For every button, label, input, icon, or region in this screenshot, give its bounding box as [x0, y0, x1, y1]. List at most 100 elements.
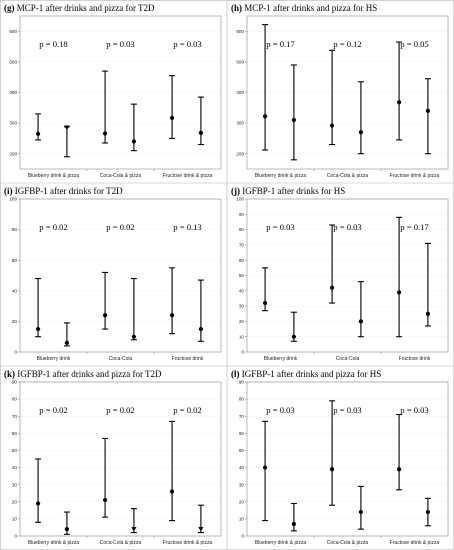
y-tick-label: 30	[12, 482, 18, 487]
category-label: Coca-Cola & pizza	[100, 540, 142, 546]
category-label: Blueberry drink	[37, 356, 71, 362]
plot-frame	[246, 15, 449, 170]
panel-letter: (l)	[231, 369, 240, 379]
mean-marker	[35, 131, 41, 136]
mean-marker	[35, 501, 41, 506]
y-tick-label: 70	[239, 243, 245, 248]
y-tick-label: 10	[239, 516, 245, 521]
y-tick-label: 50	[239, 273, 245, 278]
panel-i: (i) IGFBP-1 after drinks for T2D 0 20 40 60 8…	[4, 186, 222, 362]
mean-marker	[198, 326, 203, 332]
y-tick-label: 90	[239, 212, 245, 217]
mean-marker	[35, 326, 41, 332]
y-tick-label: 0	[14, 350, 17, 355]
y-tick-label: 0	[14, 534, 17, 539]
panel-letter: (k)	[4, 369, 15, 379]
panel-title-text: IGFBP-1 after drinks and pizza for HS	[240, 369, 382, 379]
y-tick-label: 60	[239, 431, 245, 436]
mean-marker	[198, 526, 204, 532]
y-tick-label: 60	[239, 258, 245, 263]
y-tick-label: 100	[9, 197, 17, 202]
category-label: Coca-Cola & pizza	[327, 173, 369, 179]
panel-title-text: IGFBP-1 after drinks for HS	[240, 186, 345, 196]
mean-marker	[358, 319, 363, 324]
mean-marker	[396, 290, 402, 295]
panel-letter: (j)	[231, 186, 240, 196]
y-tick-label: 0	[241, 350, 244, 355]
mean-marker	[358, 130, 363, 135]
plot-frame	[19, 198, 222, 353]
y-tick-label: 500	[9, 60, 17, 65]
y-tick-label: 400	[236, 90, 244, 95]
mean-marker	[358, 509, 363, 515]
mean-marker	[291, 117, 296, 123]
mean-marker	[425, 108, 430, 113]
mean-marker	[102, 131, 108, 136]
y-tick-label: 50	[239, 448, 245, 453]
y-tick-label: 500	[236, 60, 244, 65]
p-value-label: p = 0.13	[173, 222, 201, 232]
panel-title: (g) MCP-1 after drinks and pizza for T2D	[4, 3, 155, 13]
y-tick-label: 300	[236, 121, 244, 126]
panel-title-text: IGFBP-1 after drinks for T2D	[13, 186, 124, 196]
panel-h: (h) MCP-1 after drinks and pizza for HS 2…	[231, 3, 449, 179]
category-label: Coca-Cola & pizza	[100, 173, 142, 179]
y-tick-label: 10	[12, 516, 18, 521]
y-tick-label: 50	[12, 448, 18, 453]
p-value-label: p = 0.03	[106, 39, 134, 49]
y-tick-label: 80	[239, 227, 245, 232]
p-value-label: p = 0.03	[173, 39, 201, 49]
y-tick-label: 400	[9, 90, 17, 95]
y-tick-label: 600	[236, 29, 244, 34]
p-value-label: p = 0.17	[400, 222, 429, 232]
category-label: Fructose drink	[172, 356, 204, 362]
y-tick-label: 60	[12, 431, 18, 436]
mean-marker	[425, 509, 430, 515]
category-label: Blueberry drink & pizza	[255, 173, 307, 179]
category-label: Fructose drink & pizza	[390, 540, 440, 546]
p-value-label: p = 0.18	[39, 39, 67, 49]
category-label: Fructose drink	[399, 356, 431, 362]
p-value-label: p = 0.03	[333, 405, 361, 415]
p-value-label: p = 0.05	[400, 39, 428, 49]
category-label: Blueberry drink & pizza	[255, 540, 307, 546]
panel-title: (l) IGFBP-1 after drinks and pizza for H…	[231, 369, 381, 379]
y-tick-label: 0	[241, 534, 244, 539]
mean-marker	[64, 125, 70, 131]
y-tick-label: 80	[12, 397, 18, 402]
panel-title: (j) IGFBP-1 after drinks for HS	[231, 186, 345, 196]
category-label: Blueberry drink & pizza	[28, 173, 80, 179]
category-label: Coca-Cola	[336, 356, 360, 362]
panel-l: (l) IGFBP-1 after drinks and pizza for H…	[231, 369, 449, 546]
panel-letter: (g)	[4, 3, 15, 13]
panel-title: (i) IGFBP-1 after drinks for T2D	[4, 186, 123, 196]
p-value-label: p = 0.03	[266, 222, 294, 232]
category-label: Coca-Cola	[109, 356, 133, 362]
panel-letter: (h)	[231, 3, 242, 13]
mean-marker	[131, 139, 136, 144]
plot-frame	[19, 381, 222, 537]
p-value-label: p = 0.02	[39, 405, 67, 415]
mean-marker	[291, 521, 296, 527]
mean-marker	[169, 313, 175, 318]
mean-marker	[169, 489, 175, 494]
p-value-label: p = 0.03	[266, 405, 294, 415]
y-tick-label: 70	[12, 414, 18, 419]
y-tick-label: 40	[12, 465, 18, 470]
mean-marker	[198, 130, 203, 135]
p-value-label: p = 0.03	[333, 222, 361, 232]
category-label: Coca-Cola & pizza	[327, 540, 369, 546]
panel-title-text: MCP-1 after drinks and pizza for T2D	[15, 3, 156, 13]
mean-marker	[291, 334, 296, 339]
mean-marker	[329, 123, 335, 128]
y-tick-label: 90	[12, 380, 18, 385]
mean-marker	[329, 285, 335, 290]
panel-letter: (i)	[4, 186, 13, 196]
panel-j: (j) IGFBP-1 after drinks for HS 0 10 20 30 40…	[231, 186, 449, 362]
panel-k: (k) IGFBP-1 after drinks and pizza for T…	[4, 369, 222, 546]
p-value-label: p = 0.03	[400, 405, 428, 415]
y-tick-label: 40	[12, 288, 18, 293]
mean-marker	[102, 497, 108, 503]
mean-marker	[64, 527, 69, 532]
